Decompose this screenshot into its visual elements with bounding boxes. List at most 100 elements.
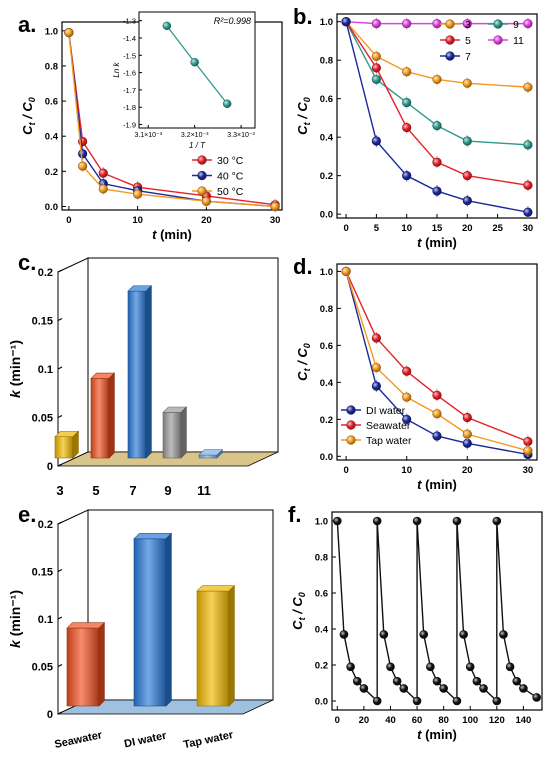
y-tick-label: 0.1 — [38, 364, 53, 376]
y-tick-label: 0.6 — [320, 341, 333, 352]
series-line — [345, 21, 529, 213]
data-point — [523, 82, 533, 92]
data-point — [339, 630, 349, 639]
x-tick-label: 7 — [129, 483, 136, 498]
bar-side — [228, 584, 235, 707]
x-axis-title-var: t — [417, 235, 422, 250]
x-tick-label: 10 — [401, 465, 412, 476]
y-axis-title-var: k — [7, 389, 23, 398]
y-tick-label: 0.6 — [315, 589, 328, 600]
legend-label: Tap water — [366, 435, 412, 447]
series-line — [345, 21, 529, 186]
legend-label: 5 — [465, 35, 471, 47]
y-axis-title: Ct / C0 — [20, 97, 37, 135]
y-tick-label: 0.15 — [32, 316, 53, 328]
y-axis-title-part: / C — [295, 102, 310, 123]
x-axis-title-unit: (min) — [156, 227, 191, 242]
data-point — [452, 516, 462, 526]
panel-label: c. — [18, 250, 36, 275]
y-axis-title: Ct / C0 — [295, 343, 312, 381]
y-axis-title-part: 0 — [302, 97, 312, 102]
data-point — [519, 684, 528, 693]
y-axis-title-part: C — [295, 371, 310, 381]
data-point — [532, 693, 541, 702]
y-tick-label: 0.8 — [45, 61, 58, 72]
data-point — [479, 684, 488, 693]
panel-label: e. — [18, 502, 36, 527]
data-point — [371, 19, 381, 29]
back-wall — [87, 509, 274, 701]
inset-x-title: 1 / T — [189, 141, 206, 150]
inset-x-tick-label: 3.3×10⁻³ — [227, 132, 255, 139]
y-axis-title-var: k — [7, 639, 23, 648]
x-axis-title-var: t — [152, 227, 157, 242]
x-axis-title-var: t — [417, 477, 422, 492]
y-tick-label: 0.0 — [320, 452, 333, 463]
y-tick-label: 0.0 — [320, 210, 333, 221]
y-tick-label: 0 — [47, 709, 53, 721]
y-axis-title-part: 0 — [27, 97, 37, 102]
data-point — [472, 676, 482, 686]
legend-swatch-marker — [197, 186, 207, 196]
y-tick — [57, 569, 63, 572]
x-axis-title: t (min) — [417, 477, 457, 492]
data-point — [462, 438, 472, 448]
data-point — [346, 662, 355, 672]
y-tick — [57, 711, 63, 715]
data-point — [492, 696, 502, 706]
legend-swatch-marker — [197, 170, 207, 181]
data-point — [432, 186, 442, 196]
legend-label: Seawater — [366, 420, 411, 432]
data-point — [523, 207, 533, 217]
y-tick-label: 0.4 — [45, 132, 59, 143]
data-point — [78, 161, 88, 171]
bar-side — [108, 372, 115, 459]
y-tick — [57, 366, 63, 370]
y-tick-label: 0.2 — [315, 661, 328, 672]
data-point — [439, 684, 448, 693]
y-axis-title: Ct / C0 — [295, 97, 312, 135]
inset-point — [162, 21, 172, 31]
series-line — [336, 520, 538, 703]
data-point — [372, 696, 382, 706]
data-point — [492, 516, 502, 526]
x-tick-label: Tap water — [182, 729, 235, 751]
y-tick-label: 0 — [47, 461, 53, 473]
y-tick-label: 0.2 — [45, 167, 58, 178]
inset: -1.3 -1.4 -1.5 -1.6 -1.7 -1.8 -1.9 3.1×10⁻³ 3.2×… — [112, 11, 256, 150]
inset-y-title: Ln k — [112, 61, 121, 77]
data-point — [371, 333, 381, 343]
legend-label: 30 °C — [217, 155, 244, 167]
x-tick-label: 0 — [66, 215, 71, 226]
x-tick-label: 20 — [359, 715, 370, 726]
data-point — [402, 392, 412, 402]
data-point — [352, 676, 362, 686]
x-tick-label: 30 — [523, 465, 534, 476]
x-tick-label: 20 — [462, 223, 473, 234]
legend-swatch-marker — [445, 35, 455, 45]
y-tick-label: 0.2 — [320, 171, 333, 182]
x-tick-label: 10 — [401, 223, 412, 234]
y-axis-title-part: t — [302, 367, 312, 371]
data-point — [371, 362, 381, 373]
data-point — [419, 630, 429, 639]
panel-label: d. — [293, 254, 313, 279]
bar-side — [180, 406, 187, 459]
data-point — [371, 63, 381, 73]
data-point — [432, 409, 442, 419]
y-axis-title-part: 0 — [297, 592, 307, 597]
data-point — [523, 436, 533, 447]
x-axis-title-var: t — [417, 727, 422, 742]
legend-label: 9 — [513, 19, 519, 31]
y-axis-title-part: 0 — [302, 343, 312, 348]
y-tick-label: 0.0 — [45, 202, 58, 213]
x-axis-title: t (min) — [417, 235, 457, 250]
series-line — [68, 32, 276, 206]
data-point — [341, 17, 351, 27]
bar-top — [66, 622, 106, 629]
plot-frame — [331, 511, 543, 711]
data-point — [402, 122, 412, 133]
bar — [133, 538, 167, 707]
